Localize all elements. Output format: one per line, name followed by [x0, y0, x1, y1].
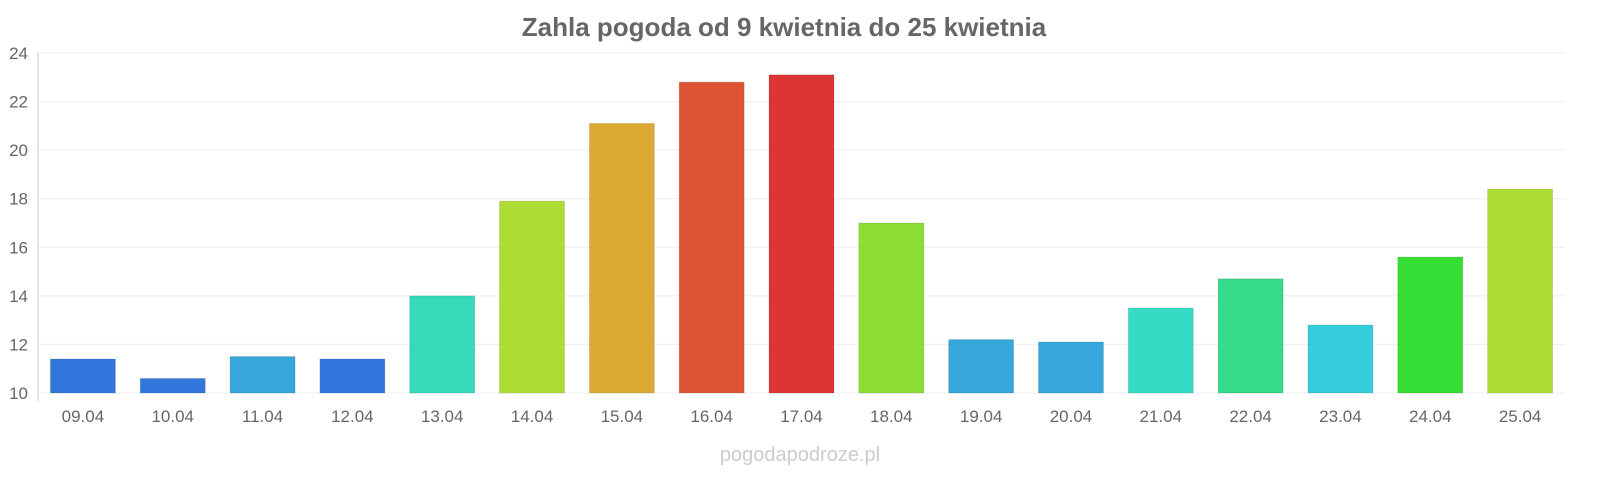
- y-tick-label: 10: [9, 384, 28, 403]
- bar-16.04: [678, 81, 745, 394]
- x-tick-label: 22.04: [1229, 407, 1272, 426]
- y-tick-label: 18: [9, 190, 28, 209]
- x-tick-label: 18.04: [870, 407, 913, 426]
- y-tick-label: 14: [9, 287, 28, 306]
- bars: [49, 74, 1554, 394]
- x-tick-label: 16.04: [690, 407, 733, 426]
- x-tick-label: 12.04: [331, 407, 374, 426]
- bar-12.04: [319, 358, 386, 394]
- bar-21.04: [1127, 307, 1194, 394]
- bar-23.04: [1307, 324, 1374, 394]
- watermark: pogodapodroze.pl: [720, 444, 880, 466]
- bar-20.04: [1037, 341, 1104, 394]
- bar-17.04: [768, 74, 835, 394]
- bar-24.04: [1397, 256, 1464, 394]
- bar-14.04: [499, 200, 566, 394]
- x-tick-label: 13.04: [421, 407, 464, 426]
- y-tick-label: 22: [9, 93, 28, 112]
- bar-22.04: [1217, 278, 1284, 394]
- y-tick-label: 20: [9, 141, 28, 160]
- bar-19.04: [948, 339, 1015, 394]
- y-tick-label: 12: [9, 335, 28, 354]
- bar-25.04: [1487, 188, 1554, 394]
- x-tick-label: 09.04: [62, 407, 105, 426]
- x-tick-label: 11.04: [242, 407, 283, 426]
- x-tick-label: 20.04: [1050, 407, 1093, 426]
- x-axis: 09.04 10.04 11.04 12.04 13.04 14.04 15.04 16.04…: [62, 407, 1542, 426]
- x-tick-label: 17.04: [780, 407, 823, 426]
- x-tick-label: 25.04: [1499, 407, 1542, 426]
- x-tick-label: 23.04: [1319, 407, 1362, 426]
- bar-15.04: [588, 122, 655, 394]
- chart-title: Zahla pogoda od 9 kwietnia do 25 kwietni…: [522, 12, 1047, 42]
- bar-11.04: [229, 356, 296, 394]
- y-axis: 10 12 14 16 18 20 22 24: [9, 44, 39, 403]
- x-tick-label: 24.04: [1409, 407, 1452, 426]
- bar-13.04: [409, 295, 476, 394]
- x-tick-label: 19.04: [960, 407, 1003, 426]
- y-tick-label: 16: [9, 238, 28, 257]
- bar-18.04: [858, 222, 925, 394]
- x-tick-label: 21.04: [1140, 407, 1183, 426]
- x-tick-label: 15.04: [601, 407, 644, 426]
- bar-10.04: [139, 377, 206, 394]
- y-tick-label: 24: [9, 44, 28, 63]
- x-tick-label: 14.04: [511, 407, 554, 426]
- x-tick-label: 10.04: [151, 407, 194, 426]
- bar-09.04: [49, 358, 116, 394]
